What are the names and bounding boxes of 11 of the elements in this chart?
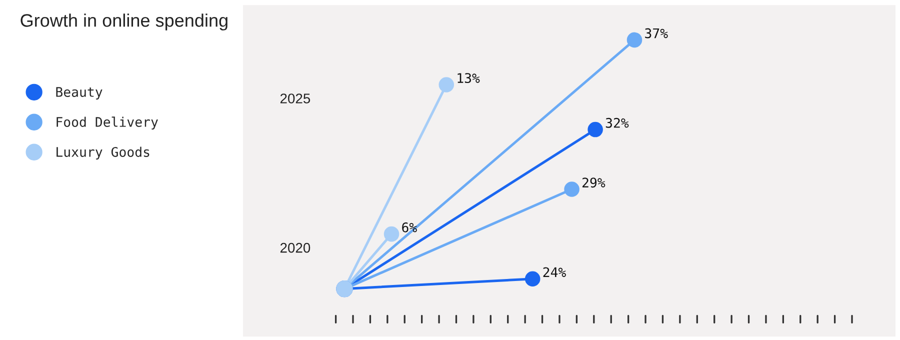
category-label: 2025 [280, 94, 310, 104]
data-label: 24% [543, 267, 566, 277]
category-label: 2020 [280, 242, 310, 253]
legend-label: Beauty [56, 87, 102, 100]
data-label: 32% [606, 118, 629, 128]
data-label: 37% [645, 28, 668, 38]
text: Growth in online spending [20, 14, 228, 30]
legend-label: Food Delivery [56, 116, 158, 130]
data-label: 13% [458, 73, 480, 84]
data-label: 29% [582, 178, 606, 188]
legend-label: Luxury Goods [56, 146, 150, 160]
